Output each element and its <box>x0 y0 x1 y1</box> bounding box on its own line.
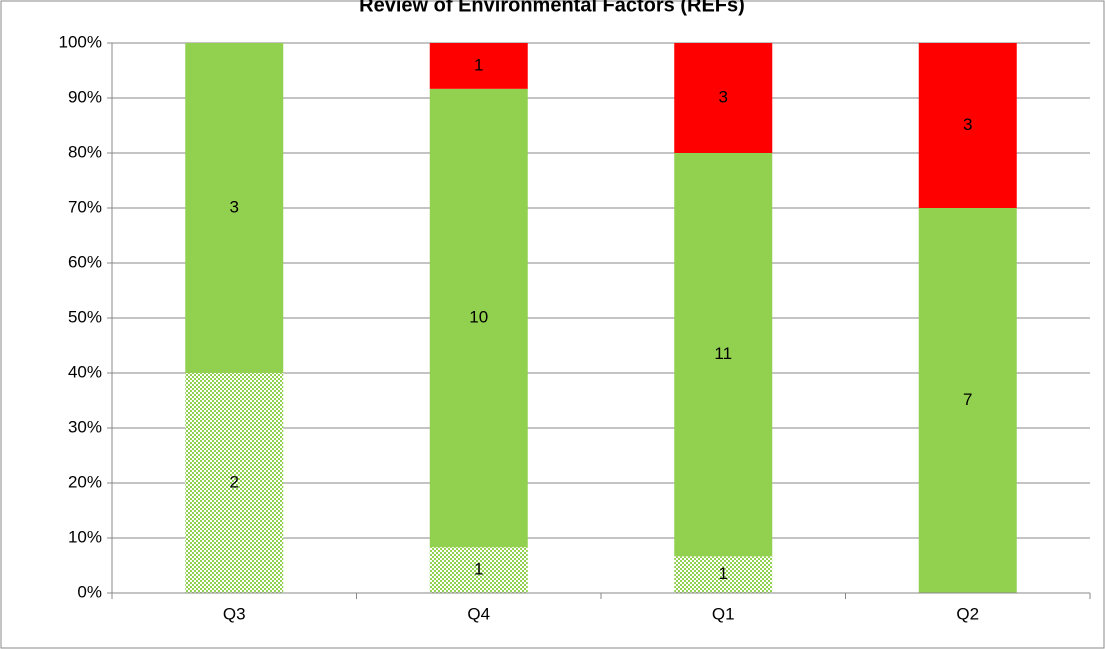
y-tick-label: 100% <box>59 32 102 51</box>
data-label: 3 <box>963 115 972 134</box>
data-label: 3 <box>230 197 239 216</box>
x-tick-label: Q4 <box>467 604 490 623</box>
y-tick-label: 90% <box>68 87 102 106</box>
bar-segment <box>429 43 528 89</box>
data-label: 3 <box>719 87 728 106</box>
y-tick-label: 70% <box>68 197 102 216</box>
bar-segment <box>918 208 1017 593</box>
data-label: 7 <box>963 390 972 409</box>
chart-title: Review of Environmental Factors (REFs) <box>359 0 745 16</box>
y-tick-label: 80% <box>68 142 102 161</box>
x-tick-label: Q1 <box>712 604 735 623</box>
y-tick-label: 50% <box>68 307 102 326</box>
y-tick-label: 0% <box>77 582 102 601</box>
bar-segment <box>674 43 773 153</box>
y-tick-label: 20% <box>68 472 102 491</box>
data-label: 1 <box>474 55 483 74</box>
data-label: 11 <box>714 344 732 363</box>
data-label: 10 <box>469 307 488 326</box>
bar-segment <box>674 153 773 557</box>
y-tick-label: 10% <box>68 527 102 546</box>
x-tick-label: Q2 <box>956 604 979 623</box>
bar-segment <box>185 373 284 593</box>
bar-segment <box>674 556 773 593</box>
data-label: 2 <box>230 472 239 491</box>
x-tick-label: Q3 <box>223 604 246 623</box>
data-label: 1 <box>474 560 483 579</box>
y-tick-label: 40% <box>68 362 102 381</box>
bar-segment <box>429 88 528 548</box>
data-label: 1 <box>719 564 728 583</box>
y-tick-label: 60% <box>68 252 102 271</box>
bar-segment <box>185 43 284 373</box>
bar-segment <box>429 547 528 593</box>
y-tick-label: 30% <box>68 417 102 436</box>
bar-segment <box>918 43 1017 208</box>
